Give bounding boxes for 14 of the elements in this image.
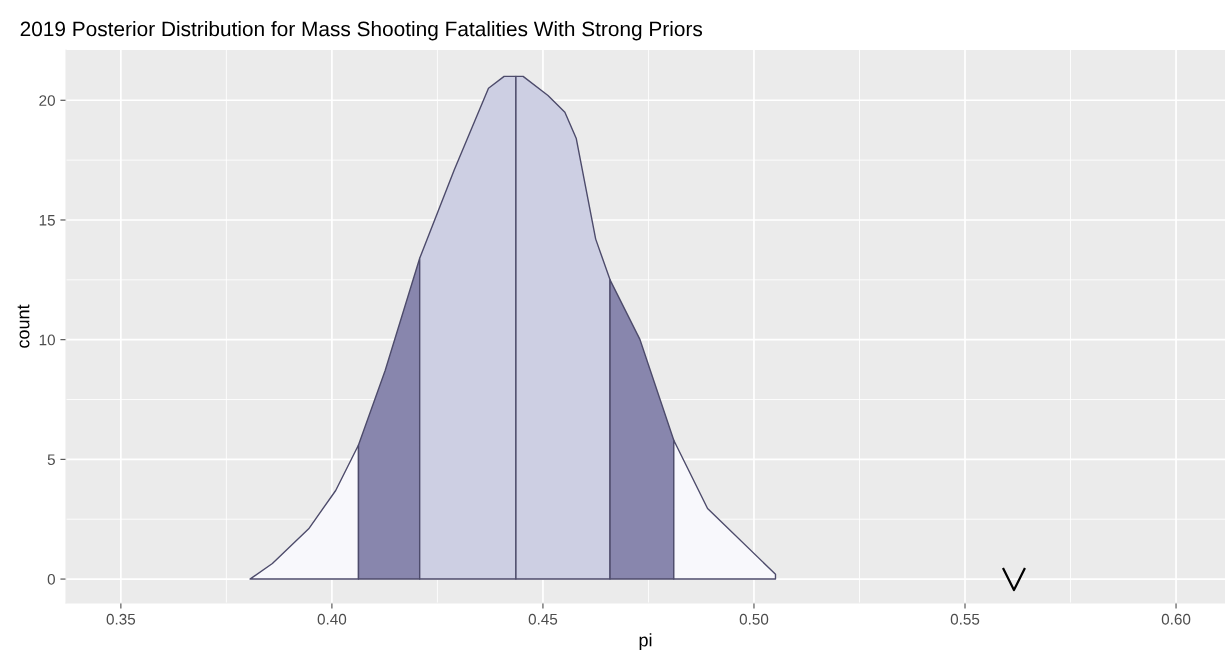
y-axis-title: count — [17, 304, 30, 348]
x-tick-label: 0.40 — [317, 613, 347, 625]
x-tick-label: 0.35 — [106, 613, 136, 625]
x-axis-title: pi — [639, 633, 652, 651]
x-tick-label: 0.50 — [739, 613, 769, 625]
y-tick-label: 10 — [39, 334, 55, 346]
x-tick-label: 0.60 — [1161, 613, 1191, 625]
y-tick-label: 20 — [39, 95, 55, 106]
y-tick-label: 15 — [39, 214, 55, 226]
x-tick-label: 0.55 — [950, 613, 980, 625]
y-tick-label: 5 — [47, 454, 55, 466]
x-tick-label: 0.45 — [528, 613, 558, 625]
chart-title: 2019 Posterior Distribution for Mass Shooting Fatalities With Strong Priors — [20, 21, 703, 41]
y-tick-label: 0 — [47, 573, 55, 585]
